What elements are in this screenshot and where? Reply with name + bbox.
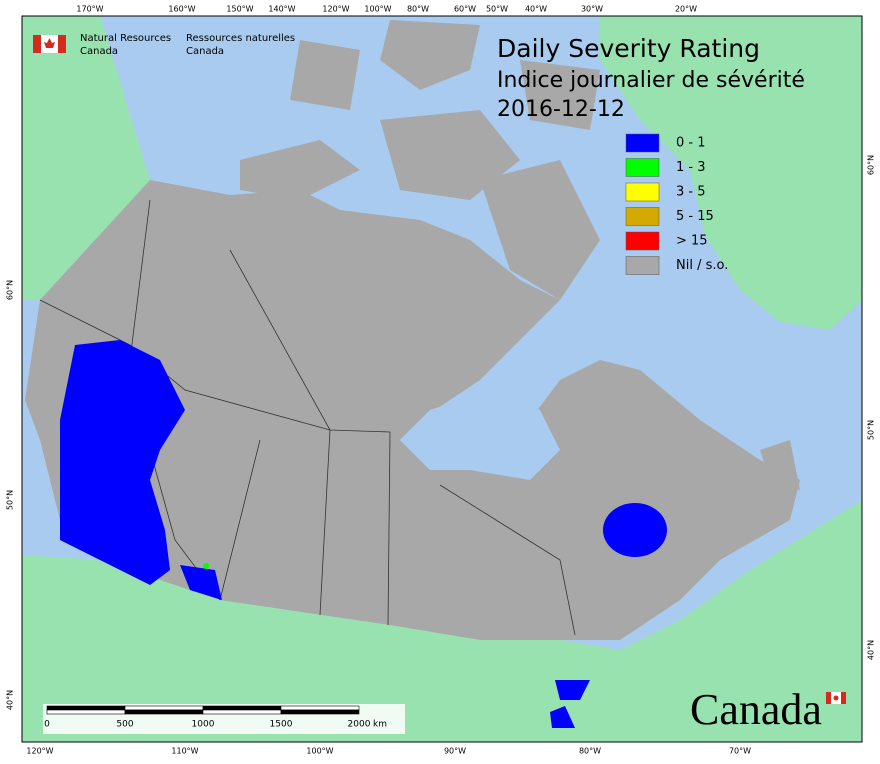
lon-label: 80°W (407, 5, 429, 14)
island (380, 20, 480, 90)
lon-label: 60°W (454, 5, 476, 14)
scale-segment (124, 705, 204, 711)
rating-area (603, 503, 667, 557)
lon-label: 40°W (525, 5, 547, 14)
lat-label: 40°N (6, 690, 15, 710)
lon-label: 100°W (364, 5, 391, 14)
scale-segment (124, 709, 204, 715)
legend-swatch (625, 256, 660, 275)
legend-swatch (625, 133, 660, 153)
scale-unit: km (373, 720, 387, 730)
boundaries (39, 199, 576, 636)
rating-area (555, 680, 590, 700)
lon-label: 70°W (729, 747, 751, 756)
scale-bar: 0 500 1000 1500 2000 km (43, 704, 405, 734)
boundary (39, 299, 391, 433)
lon-label: 100°W (306, 747, 333, 756)
rating-area (60, 340, 185, 585)
boundary (439, 484, 576, 636)
maple-leaf (44, 38, 55, 48)
island (760, 440, 800, 490)
org-en: Natural Resources (80, 33, 171, 44)
flag-bar (33, 35, 41, 53)
scale-segment (46, 709, 126, 715)
date: 2016-12-12 (497, 97, 625, 122)
lon-label: 30°W (581, 5, 603, 14)
flag-bar (841, 692, 846, 704)
hudson-bay (400, 390, 560, 480)
flag-bar (826, 692, 831, 704)
flag-bar (58, 35, 66, 53)
legend: 0 - 1 1 - 3 3 - 5 5 - 15 > 15 Nil / s.o. (625, 133, 728, 275)
lon-label: 170°W (76, 5, 103, 14)
legend-label: 3 - 5 (676, 185, 706, 200)
legend-swatch (625, 182, 660, 202)
legend-swatch (625, 231, 660, 251)
legend-label: Nil / s.o. (676, 258, 728, 273)
alaska (22, 16, 150, 300)
legend-swatch (625, 207, 660, 226)
rating-0-1 (60, 340, 667, 728)
scale-segment (280, 709, 360, 715)
lat-label: 60°N (867, 155, 876, 175)
lat-label: 40°N (867, 640, 876, 660)
greenland (600, 16, 862, 330)
lon-label: 90°W (444, 747, 466, 756)
legend-label: 5 - 15 (676, 209, 714, 224)
lon-label: 150°W (226, 5, 253, 14)
wordmark: Canada (690, 685, 846, 734)
lon-label: 140°W (268, 5, 295, 14)
logo: Natural Resources Canada Ressources natu… (33, 33, 295, 57)
legend-swatch (625, 158, 660, 177)
org-en: Canada (80, 46, 118, 57)
scale-label: 1000 (192, 720, 215, 730)
island (380, 110, 520, 200)
subtitle: Indice journalier de sévérité (497, 68, 805, 93)
org-fr: Canada (186, 46, 224, 57)
org-fr: Ressources naturelles (186, 33, 295, 44)
rating-area (550, 706, 575, 728)
title: Daily Severity Rating (497, 34, 760, 63)
legend-label: 1 - 3 (676, 160, 706, 175)
lon-label: 20°W (675, 5, 697, 14)
scale-label: 2000 (348, 720, 371, 730)
scale-label: 0 (44, 720, 50, 730)
lon-label: 50°W (486, 5, 508, 14)
lon-label: 120°W (322, 5, 349, 14)
lon-label: 80°W (579, 747, 601, 756)
scale-segment (280, 705, 360, 711)
united-states (22, 500, 862, 742)
wordmark-text: Canada (690, 685, 822, 734)
legend-label: 0 - 1 (676, 136, 706, 151)
rating-1-3-spot (203, 563, 209, 569)
rating-area (180, 565, 222, 600)
graticule-labels: 170°W 160°W 150°W 140°W 120°W 100°W 80°W 60°W 50… (6, 5, 876, 756)
boundary (387, 431, 391, 626)
lat-label: 60°N (6, 280, 15, 300)
island (290, 40, 360, 110)
scale-segment (202, 705, 282, 711)
lon-label: 120°W (26, 747, 53, 756)
lat-label: 50°N (6, 490, 15, 510)
lon-label: 110°W (171, 747, 198, 756)
boundary (219, 439, 261, 601)
island (240, 140, 360, 200)
lat-label: 50°N (867, 420, 876, 440)
map-body (21, 15, 863, 743)
island (480, 160, 600, 300)
lon-label: 160°W (168, 5, 195, 14)
scale-label: 1500 (270, 720, 293, 730)
scale-segment (202, 709, 282, 715)
maple-leaf (833, 695, 839, 701)
boundary (229, 249, 331, 616)
scale-label: 500 (116, 720, 133, 730)
scale-segment (46, 705, 126, 711)
legend-label: > 15 (676, 234, 708, 249)
map-frame (21, 15, 863, 743)
arctic-islands (240, 20, 800, 490)
island (520, 60, 600, 130)
